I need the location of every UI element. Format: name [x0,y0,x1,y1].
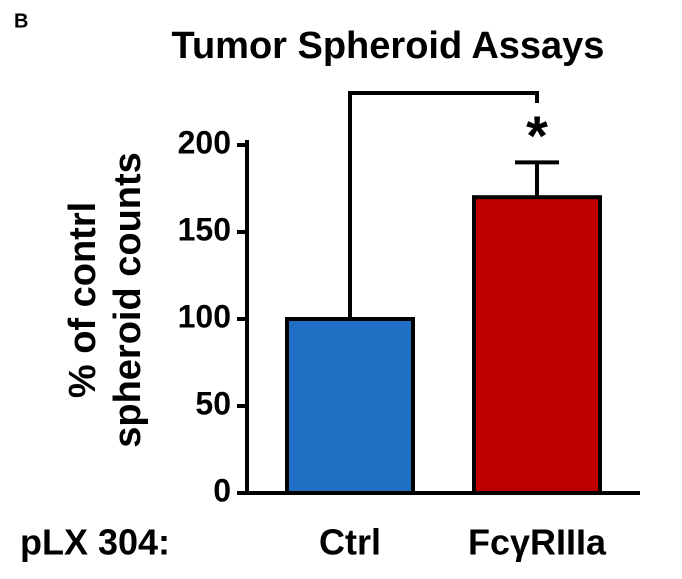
y-axis-label: spheroid counts [107,152,149,448]
significance-bracket [348,91,539,319]
chart-title: Tumor Spheroid Assays [172,25,605,67]
panel-label: B [14,10,28,32]
x-axis-label: pLX 304: [20,522,170,563]
x-tick-label: FcγRIIIa [468,522,607,563]
y-tick-label: 100 [178,298,231,334]
y-axis-label: % of contrl [62,202,104,398]
y-tick-label: 200 [178,124,231,160]
significance-label: * [526,104,548,167]
bar [285,317,415,495]
x-tick-label: Ctrl [319,522,381,563]
y-tick-label: 50 [195,385,231,421]
bar [472,195,602,495]
y-tick-label: 0 [213,472,231,508]
y-tick-label: 150 [178,211,231,247]
